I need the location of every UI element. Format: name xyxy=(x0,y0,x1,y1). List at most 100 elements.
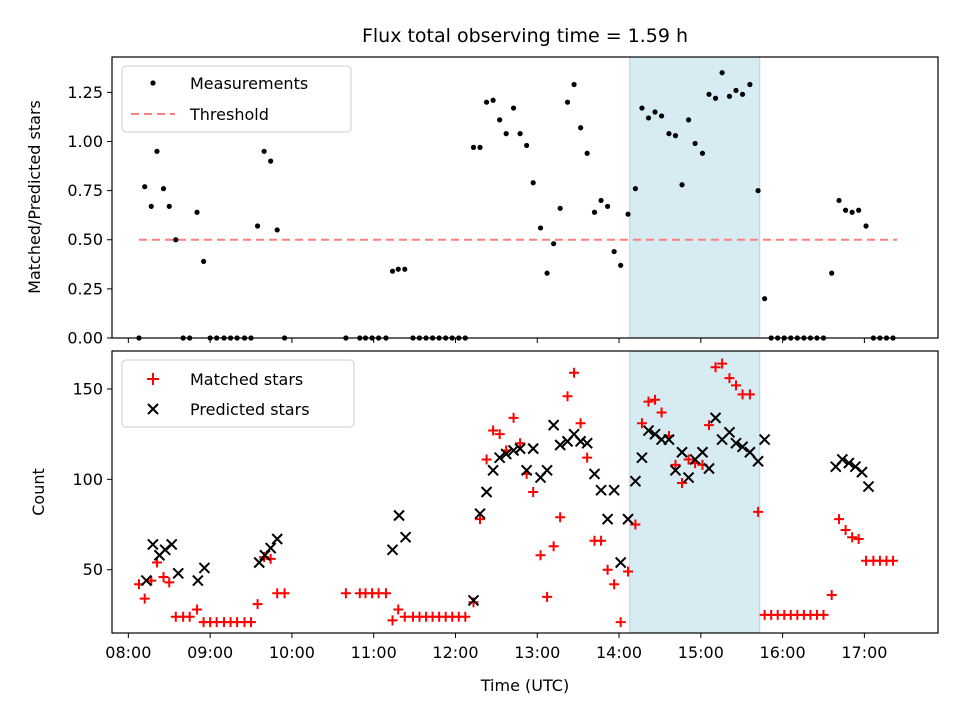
measurement-point xyxy=(148,203,154,209)
predicted-star-point xyxy=(507,444,520,457)
predicted-star-point xyxy=(843,457,855,469)
measurement-point xyxy=(402,266,408,272)
matched-star-point xyxy=(192,604,203,615)
predicted-star-point xyxy=(574,435,587,448)
x-tick-label: 09:00 xyxy=(187,643,233,662)
y-tick-label: 1.25 xyxy=(67,83,103,102)
measurement-point xyxy=(503,131,509,137)
matched-star-point xyxy=(460,611,471,622)
measurement-point xyxy=(611,248,617,255)
measurement-point xyxy=(658,113,665,119)
matched-star-point xyxy=(475,514,486,525)
legend-top-box xyxy=(121,65,352,133)
matched-star-point xyxy=(609,579,620,590)
y-tick-label: 0.75 xyxy=(67,181,103,200)
measurement-point xyxy=(274,227,280,233)
measurement-point xyxy=(685,117,692,123)
measurement-point xyxy=(517,131,523,137)
legend-top: Measurements Threshold xyxy=(121,65,352,133)
matched-star-point xyxy=(393,604,404,615)
measurement-point xyxy=(537,225,544,231)
y-tick-label: 0.50 xyxy=(67,230,103,249)
measurement-point xyxy=(564,99,571,105)
panel-ratio-ticks: 0.00 0.25 0.50 0.75 1.00 1.25 xyxy=(67,83,865,348)
matched-star-point xyxy=(596,535,607,546)
matched-star-point xyxy=(252,599,263,610)
measurement-point xyxy=(544,270,550,276)
matched-star-point xyxy=(184,611,195,622)
measurement-point xyxy=(470,144,477,150)
predicted-star-point xyxy=(736,441,749,453)
matched-star-point xyxy=(818,609,829,620)
matched-star-point xyxy=(151,557,162,568)
predicted-star-point xyxy=(165,538,178,551)
predicted-star-point xyxy=(386,544,399,556)
predicted-star-point xyxy=(393,509,405,522)
legend-bottom-box xyxy=(121,359,355,428)
predicted-star-point xyxy=(696,446,709,458)
matched-star-point xyxy=(575,418,586,429)
predicted-star-point xyxy=(862,480,875,493)
measurement-point xyxy=(618,262,624,268)
predicted-star-point xyxy=(663,433,675,446)
predicted-star-point xyxy=(629,475,642,487)
measurement-point xyxy=(557,205,563,211)
measurement-point xyxy=(584,150,590,156)
measurement-point xyxy=(389,268,396,274)
matched-star-point xyxy=(724,373,735,384)
measurement-point xyxy=(510,105,517,111)
predicted-star-point xyxy=(172,567,184,580)
measurement-point xyxy=(632,186,639,192)
panel-ratio-ylabel: Matched/Predicted stars xyxy=(25,100,44,294)
matched-star-point xyxy=(826,590,837,601)
measurement-point xyxy=(755,188,761,194)
matched-star-point xyxy=(730,380,741,391)
matched-star-point xyxy=(710,362,721,373)
measurement-point xyxy=(747,81,753,88)
measurement-point xyxy=(477,144,483,150)
measurement-point xyxy=(836,197,842,204)
predicted-star-point xyxy=(595,484,607,496)
matched-star-point xyxy=(246,617,257,628)
measurement-point xyxy=(829,270,835,276)
matched-star-point xyxy=(582,452,593,463)
predicted-star-point xyxy=(588,468,601,480)
matched-star-point xyxy=(615,617,626,628)
measurement-point xyxy=(578,125,584,131)
legend-predicted-marker xyxy=(147,403,159,415)
panel-ratio: 0.00 0.25 0.50 0.75 1.00 1.25 Matched/Predict… xyxy=(25,56,939,348)
measurement-point xyxy=(666,131,672,137)
predicted-star-point xyxy=(493,451,506,464)
predicted-star-point xyxy=(198,562,211,574)
matched-star-point xyxy=(542,591,553,602)
predicted-star-point xyxy=(752,455,764,467)
predicted-star-point xyxy=(264,542,277,554)
measurement-point xyxy=(733,87,739,94)
predicted-star-point xyxy=(856,466,868,478)
legend-measurements-label: Measurements xyxy=(190,74,308,93)
predicted-star-point xyxy=(541,464,553,477)
matched-star-point xyxy=(535,550,546,561)
panel-ratio-points xyxy=(136,70,896,341)
predicted-star-point xyxy=(669,464,682,477)
matched-star-point xyxy=(602,564,613,575)
matched-star-point xyxy=(847,532,858,543)
measurement-point xyxy=(160,186,167,192)
measurement-point xyxy=(598,197,604,204)
measurement-point xyxy=(142,184,148,190)
y-tick-label: 150 xyxy=(72,379,103,398)
x-tick-label: 11:00 xyxy=(351,643,397,662)
matched-star-point xyxy=(834,514,845,525)
predicted-star-point xyxy=(682,471,695,484)
predicted-star-point xyxy=(487,464,499,477)
matched-star-point xyxy=(481,454,492,465)
measurement-point xyxy=(625,211,631,217)
matched-star-point xyxy=(528,487,539,497)
matched-star-point xyxy=(468,597,479,608)
matched-star-point xyxy=(279,588,290,599)
y-tick-label: 0.00 xyxy=(67,329,103,348)
y-tick-label: 0.25 xyxy=(67,279,103,298)
measurement-point xyxy=(692,140,698,147)
predicted-star-point xyxy=(622,513,634,525)
matched-star-point xyxy=(562,391,573,402)
